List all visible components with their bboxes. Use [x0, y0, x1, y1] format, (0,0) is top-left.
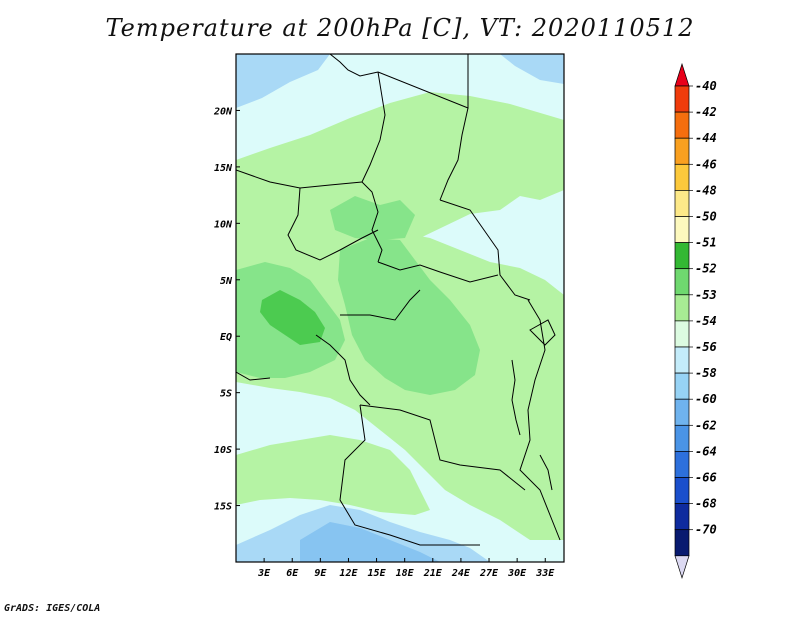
- colorbar-swatch: [674, 242, 690, 270]
- colorbar-swatch: [674, 529, 690, 557]
- x-tick-label: 33E: [535, 568, 555, 579]
- colorbar-arrow-top: [674, 62, 690, 87]
- colorbar-label: -64: [695, 444, 717, 458]
- colorbar-swatch: [674, 424, 690, 452]
- colorbar-label: -54: [695, 314, 717, 328]
- colorbar-swatch: [674, 320, 690, 348]
- blue-patch-nw: [236, 54, 330, 108]
- colorbar-label: -58: [695, 366, 717, 380]
- y-tick-label: 10N: [214, 219, 233, 230]
- colorbar-swatch: [674, 294, 690, 322]
- colorbar-label: -52: [695, 262, 717, 276]
- colorbar-arrow-bottom: [674, 555, 690, 579]
- green-band-north: [236, 92, 564, 270]
- x-tick-label: 3E: [257, 568, 271, 579]
- x-tick-label: 15E: [368, 568, 387, 579]
- colorbar-label: -40: [695, 79, 717, 93]
- colorbar-label: -44: [695, 131, 717, 145]
- colorbar-label: -50: [695, 210, 717, 224]
- colorbar-label: -42: [695, 105, 717, 119]
- y-tick-label: 15N: [214, 163, 233, 174]
- x-tick-label: 12E: [339, 568, 358, 579]
- x-tick-label: 21E: [423, 568, 443, 579]
- map-title: Temperature at 200hPa [C], VT: 202011051…: [105, 14, 695, 42]
- colorbar-label: -68: [695, 497, 717, 511]
- x-tick-label: 27E: [479, 568, 499, 579]
- colorbar-label: -56: [695, 340, 717, 354]
- y-tick-label: 10S: [214, 445, 232, 456]
- colorbar-swatch: [674, 190, 690, 217]
- x-tick-label: 9E: [314, 568, 327, 579]
- footer-credit: GrADS: IGES/COLA: [4, 603, 101, 614]
- colorbar-label: -51: [695, 236, 717, 250]
- y-tick-label: 20N: [213, 106, 233, 117]
- colorbar-swatch: [674, 398, 690, 426]
- colorbar-swatch: [674, 137, 690, 165]
- y-axis: 20N 15N 10N 5N EQ 5S 10S 15S: [213, 106, 240, 513]
- colorbar-label: -53: [695, 288, 717, 302]
- x-tick-label: 24E: [451, 568, 471, 579]
- colorbar-label: -48: [695, 183, 717, 197]
- colorbar-swatch: [674, 503, 690, 531]
- x-axis: 3E 6E 9E 12E 15E 18E 21E 24E 27E 30E 33E: [257, 558, 555, 579]
- colorbar-swatch: [674, 216, 690, 243]
- y-tick-label: 15S: [214, 502, 232, 513]
- dark-green-core: [260, 290, 325, 345]
- blue-patch-ne: [500, 54, 564, 84]
- colorbar: -40 -42 -44 -46 -48 -50 -51 -52 -53 -54 -56 -58 -60 -…: [674, 62, 717, 579]
- colorbar-label: -46: [695, 157, 717, 171]
- blue-band-south-dark: [300, 522, 440, 562]
- country-borders: [236, 54, 561, 546]
- map-frame: [235, 53, 565, 563]
- green-south-lobe: [236, 435, 430, 515]
- colorbar-swatch: [674, 346, 690, 374]
- temperature-field: [236, 54, 564, 562]
- lakes: [511, 319, 556, 491]
- colorbar-swatch: [674, 372, 690, 400]
- colorbar-swatch: [674, 85, 690, 113]
- y-tick-label: 5S: [220, 389, 232, 400]
- x-tick-label: 18E: [396, 568, 415, 579]
- colorbar-label: -62: [695, 418, 717, 432]
- x-tick-label: 30E: [507, 568, 527, 579]
- colorbar-label: -66: [695, 471, 717, 485]
- colorbar-swatch: [674, 268, 690, 296]
- mid-green-center: [338, 238, 480, 395]
- y-tick-label: EQ: [220, 332, 232, 343]
- y-tick-label: 5N: [220, 276, 233, 287]
- colorbar-swatch: [674, 111, 690, 139]
- colorbar-swatch: [674, 451, 690, 478]
- mid-green-north: [330, 196, 415, 240]
- colorbar-label: -60: [695, 392, 717, 406]
- colorbar-swatch: [674, 477, 690, 504]
- colorbar-label: -70: [695, 523, 717, 537]
- colorbar-swatch: [674, 163, 690, 191]
- x-tick-label: 6E: [286, 568, 299, 579]
